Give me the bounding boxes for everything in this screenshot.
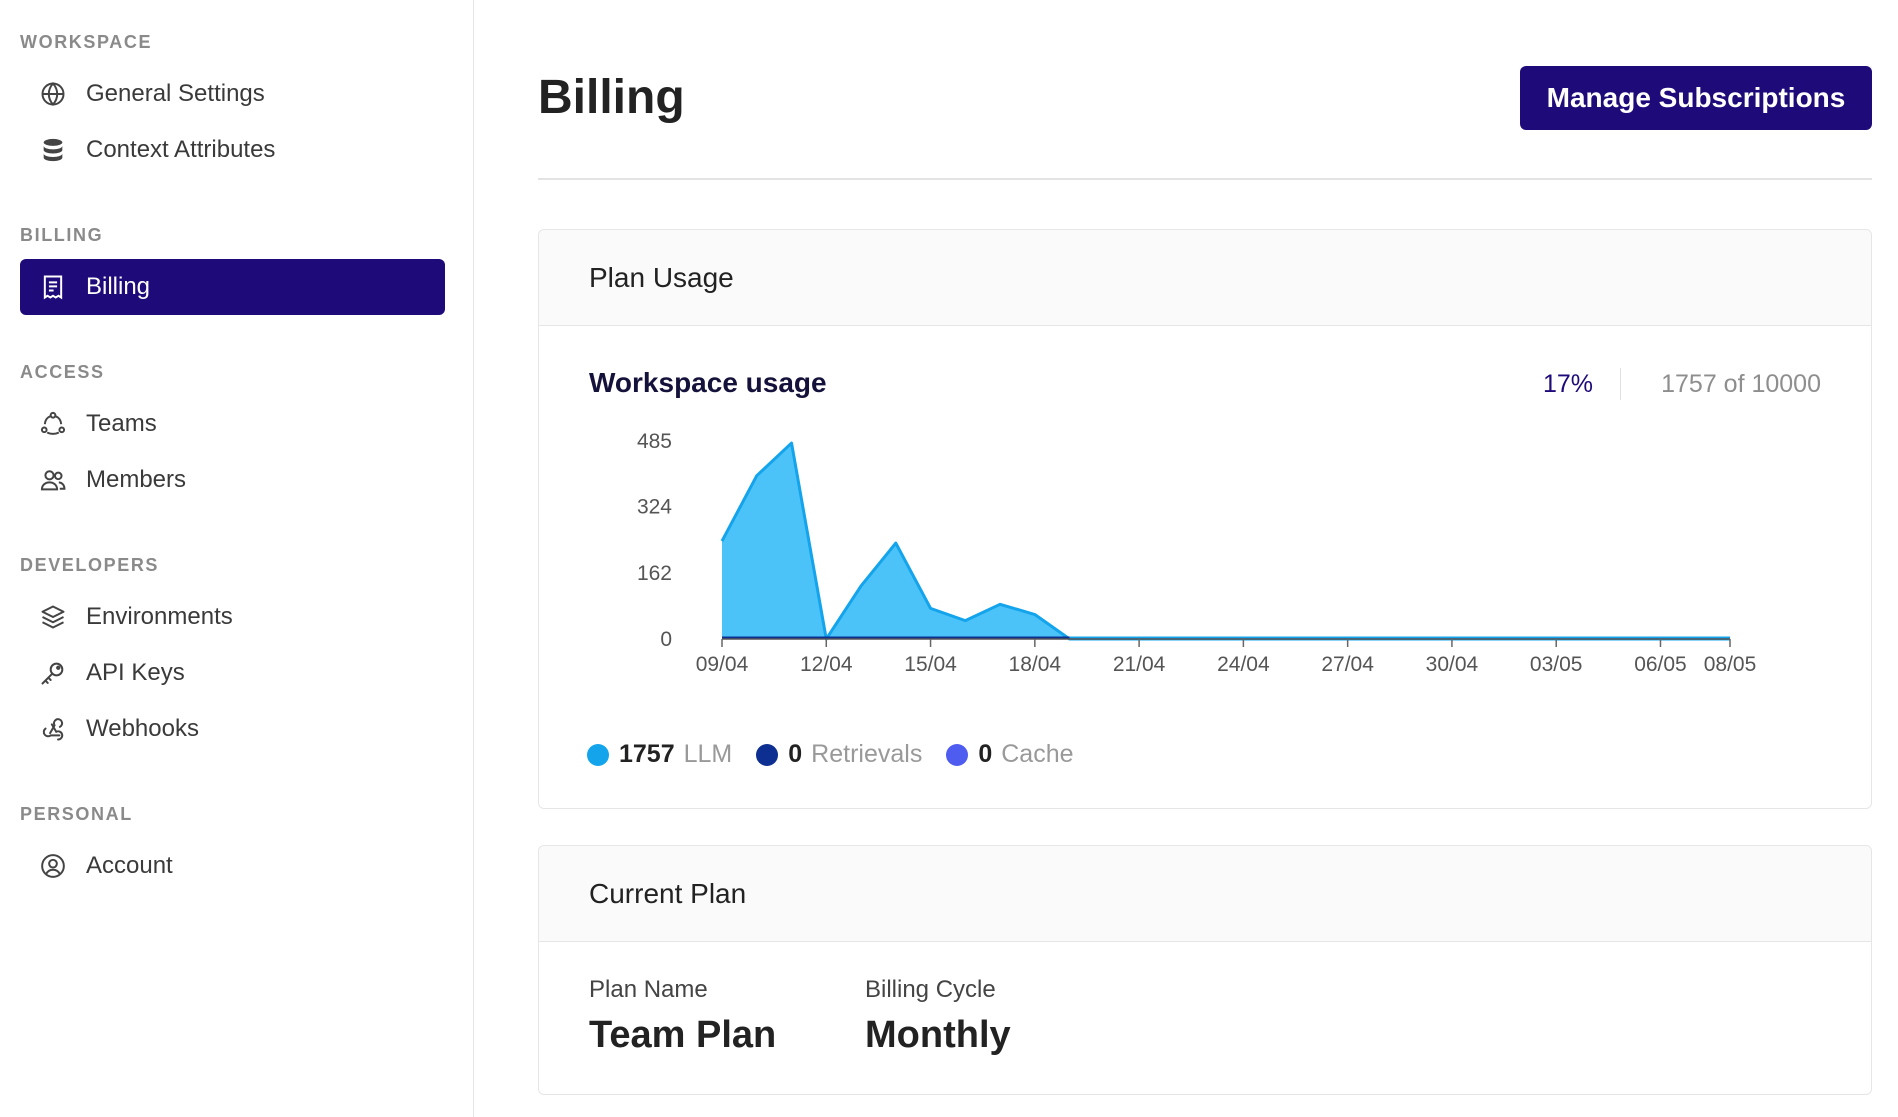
x-tick-label: 24/04 — [1217, 653, 1270, 676]
x-tick-label: 30/04 — [1426, 653, 1479, 676]
sidebar-item-teams[interactable]: Teams — [20, 396, 445, 452]
usage-chart: 0 162 324 485 09/04 12/04 15/04 18/04 21/04 24/04… — [637, 430, 1757, 676]
usage-percent: 17% — [1542, 370, 1593, 398]
billing-cycle-field: Billing Cycle Monthly — [865, 976, 1011, 1057]
database-icon — [38, 135, 68, 165]
current-plan-card-title: Current Plan — [539, 846, 1871, 942]
sidebar-item-members[interactable]: Members — [20, 452, 445, 508]
legend-label: Cache — [1001, 740, 1074, 768]
plan-usage-card: Plan Usage Workspace usage 17% 1757 of 1… — [538, 229, 1872, 809]
webhook-icon — [38, 714, 68, 744]
sidebar-item-general-settings[interactable]: General Settings — [20, 66, 445, 122]
sidebar-item-label: Teams — [86, 410, 157, 437]
sidebar-item-label: API Keys — [86, 659, 185, 686]
plan-name-field: Plan Name Team Plan — [589, 976, 776, 1057]
usage-count: 1757 of 10000 — [1661, 370, 1821, 398]
sidebar-item-label: Context Attributes — [86, 136, 276, 163]
x-tick-label: 09/04 — [696, 653, 749, 676]
section-title-workspace: WORKSPACE — [20, 32, 153, 52]
billing-cycle-label: Billing Cycle — [865, 976, 996, 1003]
sidebar-item-account[interactable]: Account — [20, 838, 445, 894]
series-area-llm — [722, 443, 1730, 639]
sidebar-item-label: Environments — [86, 603, 233, 630]
legend-item-cache[interactable]: 0 Cache — [946, 740, 1074, 769]
sidebar-item-label: Billing — [86, 273, 151, 300]
sidebar-item-label: General Settings — [86, 80, 265, 107]
legend-value: 0 — [788, 740, 803, 768]
legend-label: LLM — [683, 740, 733, 768]
legend-dot-retrievals — [756, 743, 779, 766]
plan-name-value: Team Plan — [589, 1014, 777, 1056]
x-tick-label: 18/04 — [1009, 653, 1062, 676]
sidebar-item-billing[interactable]: Billing — [20, 259, 445, 315]
current-plan-card: Current Plan Plan Name Team Plan Billing… — [538, 845, 1872, 1095]
manage-subscriptions-button[interactable]: Manage Subscriptions — [1520, 66, 1872, 130]
legend-label: Retrievals — [811, 740, 923, 768]
sidebar-item-api-keys[interactable]: API Keys — [20, 645, 445, 701]
y-tick-label: 162 — [637, 562, 672, 585]
header-divider — [538, 178, 1872, 180]
sidebar-item-label: Members — [86, 466, 187, 493]
key-icon — [38, 658, 68, 688]
x-tick-label: 06/05 — [1634, 653, 1687, 676]
legend-dot-llm — [587, 743, 609, 766]
y-tick-label: 485 — [637, 430, 672, 453]
y-tick-label: 324 — [637, 496, 672, 519]
sidebar-item-environments[interactable]: Environments — [20, 589, 445, 645]
plan-usage-card-title: Plan Usage — [539, 230, 1871, 326]
layers-icon — [38, 602, 68, 632]
sidebar-item-context-attributes[interactable]: Context Attributes — [20, 122, 445, 178]
billing-cycle-value: Monthly — [865, 1014, 1011, 1056]
legend-value: 0 — [978, 740, 993, 768]
section-title-billing: BILLING — [20, 225, 104, 245]
x-tick-label: 12/04 — [800, 653, 853, 676]
x-tick-label: 21/04 — [1113, 653, 1166, 676]
sidebar-item-label: Webhooks — [86, 715, 199, 742]
sidebar-item-label: Account — [86, 852, 173, 879]
main-content: Billing Manage Subscriptions Plan Usage … — [538, 0, 1872, 1117]
legend-item-llm[interactable]: 1757 LLM — [587, 740, 732, 769]
legend-dot-cache — [946, 743, 969, 766]
x-tick-label: 08/05 — [1704, 653, 1757, 676]
x-tick-label: 15/04 — [904, 653, 957, 676]
page-title: Billing — [538, 71, 685, 124]
x-tick-label: 27/04 — [1321, 653, 1374, 676]
x-tick-label: 03/05 — [1530, 653, 1583, 676]
section-title-personal: PERSONAL — [20, 804, 133, 824]
usage-separator — [1620, 368, 1621, 400]
sidebar: WORKSPACE General Settings Context Attri… — [0, 0, 474, 1117]
section-title-developers: DEVELOPERS — [20, 555, 160, 575]
globe-icon — [38, 79, 68, 109]
workspace-usage-title: Workspace usage — [589, 367, 827, 398]
receipt-icon — [38, 272, 68, 302]
plan-name-label: Plan Name — [589, 976, 708, 1003]
user-circle-icon — [38, 851, 68, 881]
teams-icon — [38, 409, 68, 439]
legend-item-retrievals[interactable]: 0 Retrievals — [756, 740, 922, 769]
y-tick-label: 0 — [660, 628, 672, 651]
sidebar-item-webhooks[interactable]: Webhooks — [20, 701, 445, 757]
chart-legend: 1757 LLM 0 Retrievals 0 Cache — [587, 740, 1098, 769]
legend-value: 1757 — [619, 740, 675, 768]
members-icon — [38, 465, 68, 495]
section-title-access: ACCESS — [20, 362, 105, 382]
